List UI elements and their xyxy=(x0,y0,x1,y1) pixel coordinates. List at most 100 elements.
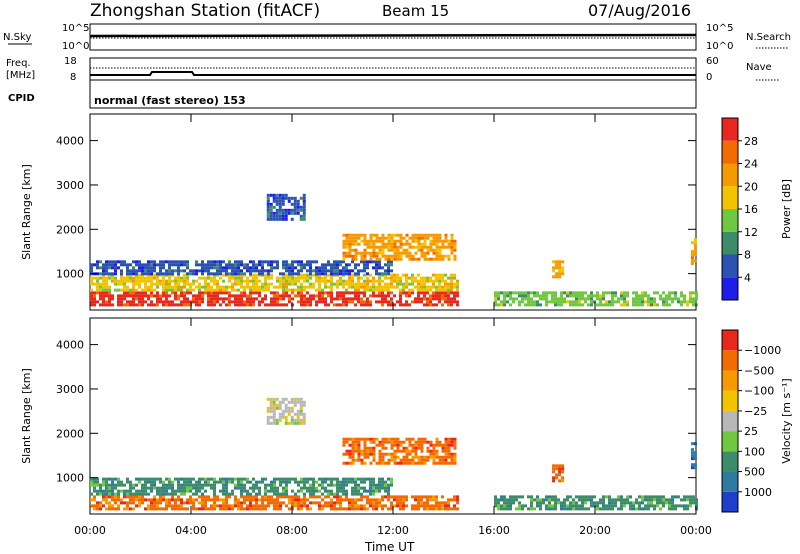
data-cell xyxy=(287,208,291,212)
data-cell xyxy=(378,285,381,289)
data-cell xyxy=(299,196,303,200)
data-cell xyxy=(542,501,545,505)
data-cell xyxy=(186,272,189,276)
data-cell xyxy=(432,279,435,283)
data-cell xyxy=(494,300,497,304)
data-cell xyxy=(339,269,342,273)
data-cell xyxy=(429,276,432,280)
data-region xyxy=(690,238,697,266)
data-cell xyxy=(318,507,321,511)
data-cell xyxy=(135,294,138,298)
data-cell xyxy=(411,449,415,453)
y-axis-label: Slant Range [km] xyxy=(20,164,33,260)
data-cell xyxy=(363,248,367,252)
data-cell xyxy=(282,501,285,505)
data-cell xyxy=(572,300,575,304)
data-cell xyxy=(432,458,436,462)
data-cell xyxy=(282,276,285,280)
data-cell xyxy=(234,266,237,270)
data-cell xyxy=(354,480,357,484)
data-cell xyxy=(216,291,219,295)
data-cell xyxy=(506,291,509,295)
data-cell xyxy=(201,483,204,487)
data-cell xyxy=(285,489,288,493)
data-cell xyxy=(330,272,333,276)
data-cell xyxy=(372,266,375,270)
data-cell xyxy=(297,279,300,283)
data-cell xyxy=(159,297,162,301)
data-cell xyxy=(375,236,379,240)
data-cell xyxy=(429,257,433,261)
data-cell xyxy=(363,282,366,286)
data-cell xyxy=(521,294,524,298)
data-cell xyxy=(273,492,276,496)
data-cell xyxy=(611,498,614,502)
data-region xyxy=(266,193,306,221)
data-cell xyxy=(351,452,355,456)
data-cell xyxy=(351,276,354,280)
data-cell xyxy=(435,297,438,301)
data-cell xyxy=(180,269,183,273)
data-cell xyxy=(345,297,348,301)
data-cell xyxy=(690,442,694,446)
data-cell xyxy=(117,282,120,286)
data-cell xyxy=(378,257,382,261)
data-cell xyxy=(258,269,261,273)
data-cell xyxy=(503,507,506,511)
data-cell xyxy=(345,239,349,243)
data-cell xyxy=(186,501,189,505)
data-cell xyxy=(216,480,219,484)
data-cell xyxy=(225,492,228,496)
data-cell xyxy=(276,486,279,490)
data-cell xyxy=(264,303,267,307)
data-cell xyxy=(405,291,408,295)
data-cell xyxy=(264,276,267,280)
data-cell xyxy=(267,483,270,487)
data-cell xyxy=(435,495,438,499)
data-cell xyxy=(267,285,270,289)
data-cell xyxy=(393,452,397,456)
data-cell xyxy=(345,492,348,496)
data-cell xyxy=(213,504,216,508)
data-cell xyxy=(324,501,327,505)
data-cell xyxy=(147,263,150,267)
data-cell xyxy=(240,501,243,505)
data-cell xyxy=(138,501,141,505)
data-cell xyxy=(222,273,225,277)
data-cell xyxy=(387,288,390,292)
data-cell xyxy=(411,245,415,249)
data-cell xyxy=(339,297,342,301)
data-cell xyxy=(93,480,96,484)
data-cell xyxy=(438,236,442,240)
data-cell xyxy=(584,501,587,505)
data-cell xyxy=(363,273,366,277)
data-cell xyxy=(342,303,345,307)
data-cell xyxy=(342,440,346,444)
data-cell xyxy=(345,251,349,255)
data-cell xyxy=(114,279,117,283)
data-cell xyxy=(234,269,237,273)
data-cell xyxy=(174,285,177,289)
data-cell xyxy=(399,282,402,286)
data-cell xyxy=(279,492,282,496)
data-cell xyxy=(102,263,105,267)
data-cell xyxy=(278,412,282,416)
data-cell xyxy=(429,279,432,283)
data-cell xyxy=(249,294,252,298)
data-cell xyxy=(105,486,108,490)
data-cell xyxy=(693,238,697,242)
data-cell xyxy=(228,266,231,270)
data-cell xyxy=(204,489,207,493)
data-cell xyxy=(584,507,587,511)
data-cell xyxy=(189,498,192,502)
data-cell xyxy=(302,214,306,218)
data-cell xyxy=(506,504,509,508)
data-cell xyxy=(300,291,303,295)
data-cell xyxy=(186,489,189,493)
data-cell xyxy=(560,297,563,301)
data-cell xyxy=(216,260,219,264)
data-cell xyxy=(138,504,141,508)
data-cell xyxy=(441,449,445,453)
data-cell xyxy=(273,504,276,508)
data-cell xyxy=(300,260,303,264)
